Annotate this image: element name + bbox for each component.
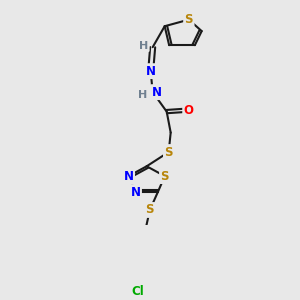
Text: Cl: Cl	[131, 285, 144, 298]
Text: N: N	[124, 169, 134, 183]
Text: N: N	[152, 85, 162, 99]
Text: S: S	[164, 146, 173, 158]
Text: H: H	[138, 90, 147, 100]
Text: N: N	[130, 185, 140, 199]
Text: S: S	[160, 169, 169, 183]
Text: S: S	[184, 13, 193, 26]
Text: H: H	[139, 41, 148, 51]
Text: O: O	[184, 103, 194, 117]
Text: N: N	[146, 64, 156, 78]
Text: S: S	[146, 203, 154, 217]
